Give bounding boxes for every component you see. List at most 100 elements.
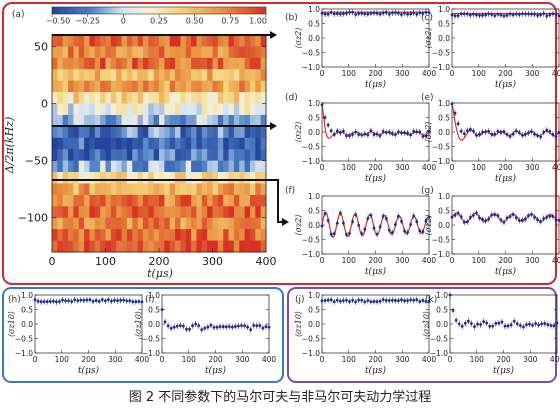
data-point — [320, 11, 324, 15]
heatmap-cell — [142, 126, 149, 139]
data-point — [113, 298, 116, 302]
heatmap-cell — [94, 149, 101, 162]
heatmap-cell — [89, 46, 96, 59]
heatmap-cell — [207, 69, 213, 82]
data-point — [459, 215, 463, 219]
data-point — [465, 220, 469, 224]
data-point — [403, 299, 406, 303]
data-point — [227, 325, 231, 328]
heatmap-cell — [153, 46, 160, 59]
data-point — [224, 325, 228, 329]
data-point — [412, 214, 416, 218]
xtick-label: 200 — [498, 69, 513, 78]
heatmap-cell — [62, 114, 69, 127]
ytick-label: 0.5 — [308, 207, 320, 216]
heatmap-cell — [175, 35, 181, 47]
heatmap-cell — [223, 126, 229, 139]
heatmap-cell — [68, 35, 74, 47]
heatmap-cell — [52, 149, 58, 162]
data-point — [517, 13, 521, 17]
heatmap-cell — [137, 172, 144, 184]
heatmap-cell — [175, 137, 181, 150]
heatmap-cell — [121, 80, 128, 93]
data-point — [508, 134, 512, 138]
heatmap-cell — [94, 183, 101, 196]
data-point — [460, 324, 464, 328]
heatmap-cell — [244, 35, 251, 47]
data-point — [320, 224, 324, 228]
heatmap-cell — [153, 183, 160, 196]
data-point — [509, 323, 513, 327]
xtick-label: 400 — [550, 355, 560, 364]
heatmap-cell — [110, 57, 117, 70]
heatmap-cell — [52, 206, 58, 219]
heatmap-cell — [180, 160, 187, 173]
data-point — [357, 223, 361, 227]
heatmap-cell — [57, 172, 64, 184]
heatmap-cell — [239, 194, 245, 207]
data-point — [514, 12, 518, 16]
heatmap-cell — [180, 46, 187, 59]
data-point — [218, 325, 222, 329]
data-point — [456, 211, 460, 215]
heatmap-cell — [100, 126, 106, 139]
heatmap-xtick-label: 400 — [256, 255, 277, 268]
data-point — [366, 299, 370, 302]
data-point — [502, 14, 506, 18]
data-point — [79, 298, 83, 302]
heatmap-cell — [52, 172, 58, 184]
data-point — [390, 298, 394, 302]
heatmap-cell — [180, 103, 187, 116]
data-point — [427, 215, 431, 219]
data-point — [348, 134, 351, 138]
xtick-label: 300 — [395, 69, 410, 78]
data-point — [450, 102, 454, 106]
heatmap-cell — [89, 217, 96, 230]
heatmap-cell — [57, 183, 64, 196]
heatmap-cell — [217, 240, 224, 253]
heatmap-cell — [84, 240, 90, 253]
heatmap-cell — [207, 92, 213, 104]
heatmap-cell — [185, 69, 192, 82]
heatmap-cell — [180, 126, 187, 139]
panel-xlabel: t(μs) — [365, 266, 387, 277]
heatmap-cell — [169, 69, 176, 82]
data-point — [403, 131, 406, 135]
heatmap-cell — [116, 126, 122, 139]
heatmap-cell — [110, 35, 117, 47]
heatmap-cell — [132, 69, 138, 82]
panel-frame — [321, 195, 430, 255]
panel-xlabel: t(μs) — [495, 266, 517, 277]
heatmap-cell — [212, 57, 219, 70]
heatmap-cell — [249, 149, 256, 162]
heatmap-cell — [191, 240, 197, 253]
heatmap-cell — [68, 194, 74, 207]
data-point — [546, 323, 550, 326]
heatmap-cell — [132, 57, 138, 70]
data-point — [221, 325, 225, 328]
data-point — [505, 132, 509, 136]
heatmap-cell — [196, 126, 203, 139]
heatmap-cell — [137, 206, 144, 219]
heatmap-cell — [169, 126, 176, 139]
data-point — [61, 298, 64, 302]
panel-k: (k)1.0 0.5 0.0 −0.5 −1.00 100 200 300 400 t(μs) ⟨σ… — [422, 291, 560, 376]
heatmap-cell — [73, 126, 80, 139]
heatmap-cell — [142, 229, 149, 241]
heatmap-cell — [175, 194, 181, 207]
heatmap-cell — [180, 194, 187, 207]
xtick-label: 0 — [448, 355, 453, 364]
data-point — [122, 298, 126, 302]
data-point — [505, 216, 509, 220]
heatmap-cell — [116, 46, 122, 59]
heatmap-cell — [57, 160, 64, 173]
heatmap-cell — [142, 57, 149, 70]
heatmap-cell — [132, 229, 138, 241]
heatmap-cell — [255, 69, 262, 82]
data-point — [320, 299, 324, 303]
heatmap-cell — [217, 103, 224, 116]
heatmap-cell — [244, 103, 251, 116]
heatmap-cell — [73, 57, 80, 70]
data-point — [482, 320, 486, 324]
heatmap-cell — [57, 217, 64, 230]
